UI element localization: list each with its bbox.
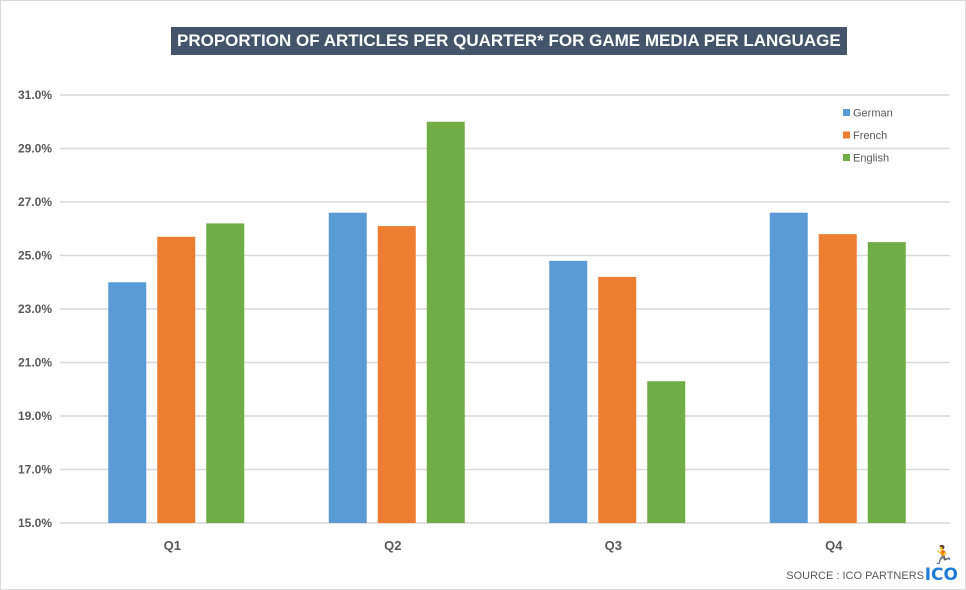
bar-french-q1 <box>157 236 196 523</box>
bar-french-q3 <box>598 276 637 523</box>
source-note: SOURCE : ICO PARTNERS <box>786 570 924 582</box>
bar-french-q2 <box>377 226 416 523</box>
chart-title: PROPORTION OF ARTICLES PER QUARTER* FOR … <box>171 27 847 55</box>
legend-swatch <box>843 131 850 139</box>
y-tick-label: 15.0% <box>18 516 52 530</box>
y-tick-label: 25.0% <box>18 249 52 263</box>
legend-label: French <box>853 130 887 142</box>
x-tick-label: Q1 <box>164 538 181 553</box>
bar-german-q2 <box>328 212 367 523</box>
x-tick-label: Q2 <box>384 538 401 553</box>
y-tick-label: 23.0% <box>18 302 52 316</box>
ico-logo: ICO <box>924 565 958 585</box>
y-tick-label: 31.0% <box>18 88 52 102</box>
bar-french-q4 <box>818 234 857 523</box>
bar-german-q3 <box>549 260 588 523</box>
legend-label: German <box>853 108 893 120</box>
bar-english-q4 <box>867 242 906 523</box>
y-tick-label: 19.0% <box>18 409 52 423</box>
y-tick-label: 29.0% <box>18 142 52 156</box>
y-tick-label: 21.0% <box>18 356 52 370</box>
bar-english-q2 <box>426 121 465 523</box>
runner-logo-icon: 🏃 <box>931 545 954 565</box>
legend-swatch <box>843 109 850 116</box>
bar-english-q1 <box>206 223 245 523</box>
bar-english-q3 <box>647 381 686 523</box>
x-tick-label: Q3 <box>605 538 622 553</box>
bar-german-q4 <box>769 212 808 523</box>
bar-german-q1 <box>108 282 147 523</box>
y-tick-label: 27.0% <box>18 195 52 209</box>
legend-label: English <box>853 153 889 165</box>
legend-swatch <box>843 154 850 161</box>
y-tick-label: 17.0% <box>18 463 52 477</box>
x-tick-label: Q4 <box>825 538 843 553</box>
